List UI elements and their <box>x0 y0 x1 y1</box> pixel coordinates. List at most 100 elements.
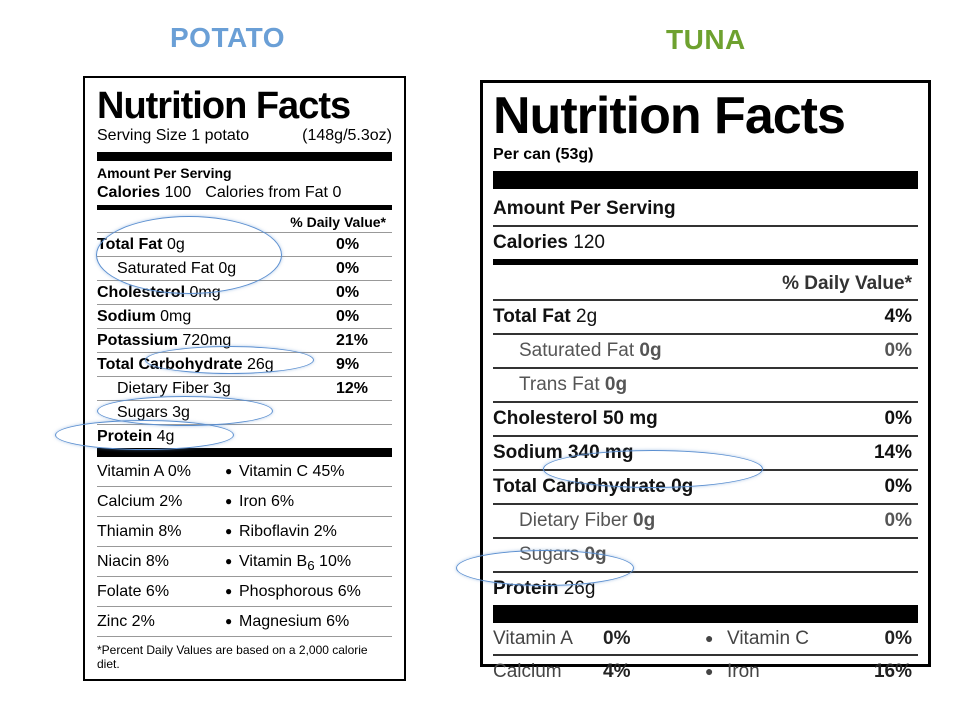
vitamin-right-name: Vitamin C <box>727 628 810 649</box>
nutrient-name: Total Fat <box>97 236 163 253</box>
vitamin-left-pct: 4% <box>603 661 631 682</box>
nutrient-dv: 0% <box>336 236 360 253</box>
tuna-daily-value-header: % Daily Value* <box>493 265 918 301</box>
vitamin-left-pct: 0% <box>603 628 631 649</box>
vitamin-right: Vitamin B6 10% <box>239 547 351 580</box>
vitamin-b-name: Vitamin B <box>239 553 308 570</box>
nutrient-row: Total Fat 0g 0% <box>97 232 392 256</box>
nutrient-row: Potassium 720mg 21% <box>97 328 392 352</box>
vitamin-right: Phosphorous 6% <box>239 583 361 600</box>
nutrient-name: Potassium <box>97 332 178 349</box>
vitamin-left: Zinc 2% <box>97 613 155 630</box>
nutrient-dv: 4% <box>884 306 912 327</box>
nutrient-row: Cholesterol 50 mg 0% <box>493 403 918 437</box>
potato-nutrition-label: Nutrition Facts Serving Size 1 potato (1… <box>83 76 406 681</box>
potato-serving-size: Serving Size 1 potato (148g/5.3oz) <box>97 126 392 146</box>
nutrient-amount: 0mg <box>189 284 221 301</box>
bullet-icon: ● <box>705 663 714 679</box>
nutrient-name: Protein <box>97 428 153 445</box>
nutrient-name: Sodium <box>97 308 156 325</box>
vitamin-left-name: Vitamin A <box>493 628 573 649</box>
vitamin-right-name: Iron <box>727 661 760 682</box>
nutrient-amount: 0g <box>639 340 662 361</box>
bullet-icon: ● <box>225 554 233 568</box>
nutrient-amount: 0g <box>604 374 628 395</box>
vitamin-b-subscript: 6 <box>307 558 315 574</box>
vitamin-row: Folate 6% ● Phosphorous 6% <box>97 576 392 606</box>
vitamin-right: Iron 6% <box>239 493 295 510</box>
vitamin-left: Niacin 8% <box>97 553 170 570</box>
tuna-heading: TUNA <box>666 24 746 55</box>
nutrient-amount: 0g <box>218 260 237 277</box>
potato-calories-from-fat: Calories from Fat 0 <box>205 184 342 201</box>
tuna-calories-row: Calories 120 <box>493 227 918 259</box>
nutrient-name: Saturated Fat <box>117 260 214 277</box>
nutrient-row: Saturated Fat 0g 0% <box>97 256 392 280</box>
nutrient-dv: 0% <box>336 284 360 301</box>
bullet-icon: ● <box>705 630 714 646</box>
nutrient-name: Dietary Fiber <box>117 380 209 397</box>
nutrient-amount: 3g <box>213 380 231 397</box>
vitamin-right-pct: 16% <box>873 661 912 682</box>
vitamin-left: Folate 6% <box>97 583 170 600</box>
nutrient-amount: 0g <box>584 544 607 565</box>
vitamin-row: Zinc 2% ● Magnesium 6% <box>97 606 392 636</box>
nutrient-row: Trans Fat 0g <box>493 369 918 403</box>
tuna-nutrition-label: Nutrition Facts Per can (53g) Amount Per… <box>480 80 931 682</box>
potato-label-title: Nutrition Facts <box>97 85 351 127</box>
tuna-label-title: Nutrition Facts <box>493 87 846 145</box>
nutrient-name: Sugars <box>117 404 168 421</box>
nutrient-dv: 9% <box>336 356 360 373</box>
nutrient-row: Cholesterol 0mg 0% <box>97 280 392 304</box>
nutrient-row: Dietary Fiber 0g 0% <box>493 505 918 539</box>
nutrient-row: Saturated Fat 0g 0% <box>493 335 918 369</box>
nutrient-row: Total Carbohydrate 0g 0% <box>493 471 918 505</box>
nutrient-name: Total Carbohydrate <box>97 356 243 373</box>
nutrient-row: Sugars 3g <box>97 400 392 424</box>
nutrient-name: Total Fat <box>493 306 571 327</box>
vitamin-row: Niacin 8% ● Vitamin B6 10% <box>97 546 392 576</box>
nutrient-amount: 2g <box>576 306 598 327</box>
nutrient-amount: 0g <box>166 236 185 253</box>
potato-daily-value-header: % Daily Value* <box>290 214 386 230</box>
nutrient-dv: 14% <box>873 442 912 463</box>
nutrient-dv <box>336 401 392 424</box>
vitamin-left: Thiamin 8% <box>97 523 182 540</box>
nutrient-dv: 21% <box>336 332 369 349</box>
nutrient-dv <box>336 425 392 448</box>
divider-bar <box>97 448 392 457</box>
nutrient-amount: 26g <box>246 356 274 373</box>
vitamin-row: Thiamin 8% ● Riboflavin 2% <box>97 516 392 546</box>
nutrient-dv <box>912 573 918 605</box>
nutrient-dv: 12% <box>336 380 369 397</box>
nutrient-row: Sugars 0g <box>493 539 918 573</box>
nutrient-name: Trans Fat <box>519 374 600 395</box>
nutrient-amount: 340 mg <box>567 442 634 463</box>
bullet-icon: ● <box>225 494 233 508</box>
potato-calories-label: Calories <box>97 184 161 201</box>
vitamin-row: Vitamin A 0% ● Vitamin C 0% <box>493 623 918 656</box>
nutrient-name: Saturated Fat <box>519 340 635 361</box>
nutrient-dv <box>912 539 918 571</box>
nutrient-amount: 3g <box>172 404 190 421</box>
divider-bar <box>97 205 392 210</box>
bullet-icon: ● <box>225 524 233 538</box>
nutrient-row: Total Fat 2g 4% <box>493 301 918 335</box>
vitamin-row: Calcium 2% ● Iron 6% <box>97 486 392 516</box>
divider-bar <box>493 259 918 265</box>
nutrient-amount: 26g <box>563 578 596 599</box>
nutrient-dv: 0% <box>884 340 912 361</box>
nutrient-row: Protein 26g <box>493 573 918 605</box>
nutrient-amount: 720mg <box>182 332 232 349</box>
nutrient-name: Cholesterol <box>97 284 186 301</box>
nutrient-name: Protein <box>493 578 559 599</box>
vitamin-b-pct: 10% <box>314 553 352 570</box>
divider-bar <box>97 152 392 161</box>
vitamin-row: Vitamin A 0% ● Vitamin C 45% <box>97 457 392 486</box>
vitamin-left: Calcium 2% <box>97 493 183 510</box>
divider-bar <box>493 605 918 623</box>
bullet-icon: ● <box>225 464 233 478</box>
nutrient-dv: 0% <box>336 308 360 325</box>
nutrient-name: Sodium <box>493 442 563 463</box>
nutrient-name: Dietary Fiber <box>519 510 628 531</box>
